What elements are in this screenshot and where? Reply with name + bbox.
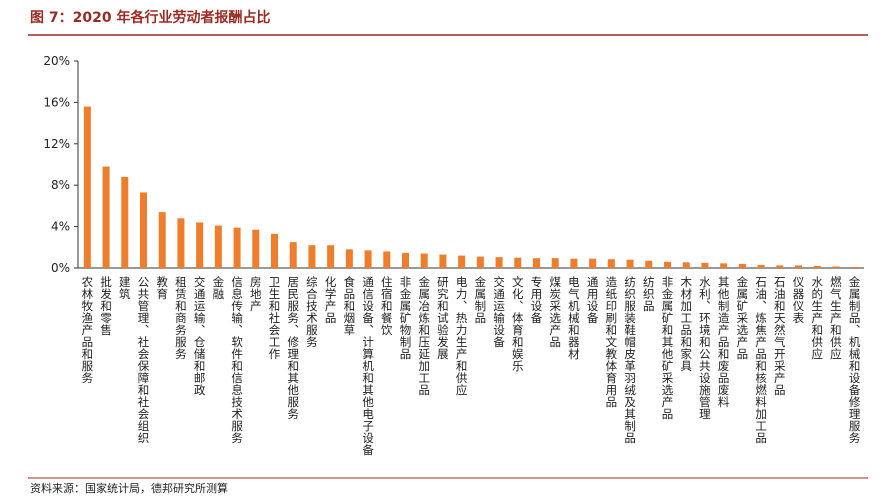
bar <box>383 251 391 268</box>
x-tick-label: 电力、热力生产和供应 <box>455 276 469 396</box>
bar <box>289 242 297 268</box>
x-tick-label: 金属制品 <box>473 275 487 324</box>
x-tick-label: 非金属矿和其他矿采选产品 <box>661 276 675 420</box>
bar <box>121 176 129 268</box>
bar <box>364 250 372 268</box>
bar <box>345 249 353 268</box>
y-tick-label: 8% <box>51 178 70 192</box>
x-tick-label: 造纸印刷和文教体育用品 <box>604 275 618 408</box>
x-tick-label: 金属冶炼和压延加工品 <box>417 275 431 396</box>
bar <box>645 260 653 268</box>
x-tick-label: 卫生和社会工作 <box>268 276 282 360</box>
bar <box>140 192 147 268</box>
bar <box>102 166 110 268</box>
x-tick-label: 电气机械和器材 <box>567 276 581 360</box>
bar <box>514 257 522 268</box>
x-tick-label: 化学产品 <box>324 275 338 324</box>
bar <box>83 106 91 268</box>
x-tick-label: 煤炭采选产品 <box>548 276 562 348</box>
bar <box>252 229 260 268</box>
x-tick-label: 燃气生产和供应 <box>829 275 843 360</box>
bar <box>607 259 615 268</box>
bar <box>402 252 409 268</box>
bar <box>757 264 765 268</box>
bar <box>626 259 634 268</box>
x-tick-label: 金融 <box>211 275 225 300</box>
y-tick-label: 4% <box>51 220 70 234</box>
x-tick-label: 租赁和商务服务 <box>174 276 188 360</box>
x-tick-label: 通用设备 <box>586 276 600 324</box>
x-tick-label: 木材加工品和家具 <box>679 276 693 372</box>
x-tick-label: 居民服务、修理和其他服务 <box>286 276 300 420</box>
y-tick-label: 12% <box>43 137 70 151</box>
x-tick-label: 研究和试验发展 <box>436 276 450 360</box>
x-tick-label: 教育 <box>155 275 169 300</box>
bar <box>682 262 690 268</box>
bar <box>533 258 540 268</box>
bar <box>589 258 597 268</box>
bar <box>476 256 484 268</box>
x-tick-label: 专用设备 <box>530 275 544 324</box>
x-tick-label: 交通运输设备 <box>492 275 506 348</box>
bar <box>776 265 784 268</box>
x-tick-label: 农林牧渔产品和服务 <box>80 275 94 384</box>
bar <box>158 212 166 268</box>
x-tick-label: 仪器仪表 <box>792 276 806 324</box>
bar <box>551 258 559 268</box>
bar <box>233 227 241 268</box>
y-tick-label: 20% <box>43 54 70 68</box>
bar <box>420 253 428 268</box>
x-tick-label: 石油、炼焦产品和核燃料加工品 <box>754 276 768 444</box>
y-tick-label: 16% <box>43 95 70 109</box>
x-tick-label: 批发和零售 <box>99 275 113 336</box>
chart-title: 图 7：2020 年各行业劳动者报酬占比 <box>30 9 270 26</box>
bar <box>495 257 503 268</box>
x-tick-label: 交通运输、仓储和邮政 <box>193 275 207 396</box>
bar <box>327 245 335 268</box>
x-tick-label: 纺织服装鞋帽皮革羽绒及其制品 <box>623 275 637 444</box>
bar <box>196 222 204 268</box>
x-tick-label: 其他制造产品和废品废料 <box>717 276 731 408</box>
x-tick-label: 房地产 <box>249 276 263 312</box>
x-tick-label: 文化、体育和娱乐 <box>511 275 525 372</box>
bar <box>813 265 821 268</box>
y-tick-label: 0% <box>51 261 70 275</box>
x-tick-label: 信息传输、软件和信息技术服务 <box>230 276 244 444</box>
x-tick-label: 食品和烟草 <box>342 275 356 336</box>
x-tick-label: 公共管理、社会保障和社会组织 <box>137 276 151 444</box>
x-tick-label: 金属制品、机械和设备修理服务 <box>848 275 862 444</box>
bar <box>795 265 802 268</box>
x-tick-label: 纺织品 <box>642 275 656 312</box>
x-tick-label: 金属矿采选产品 <box>735 275 749 360</box>
bar <box>738 263 746 268</box>
x-tick-label: 建筑 <box>118 275 132 300</box>
bar <box>214 225 222 268</box>
bar <box>271 233 278 268</box>
bar <box>177 218 185 268</box>
bar <box>570 258 578 268</box>
bar <box>701 262 709 268</box>
x-tick-label: 住宿和餐饮 <box>380 275 394 336</box>
bar <box>851 266 859 268</box>
bar <box>308 245 316 268</box>
bar <box>458 255 466 268</box>
x-tick-label: 非金属矿物制品 <box>399 276 413 360</box>
bar <box>664 261 671 268</box>
x-tick-label: 综合技术服务 <box>305 275 319 348</box>
bar <box>832 266 840 268</box>
x-tick-label: 水利、环境和公共设施管理 <box>698 276 712 420</box>
source-note: 资料来源：国家统计局，德邦研究所测算 <box>30 481 228 495</box>
x-tick-label: 水的生产和供应 <box>810 276 824 360</box>
bar <box>720 263 728 268</box>
x-tick-label: 石油和天然气开采产品 <box>773 276 787 396</box>
bar <box>439 254 447 268</box>
x-tick-label: 通信设备、计算机和其他电子设备 <box>361 276 375 456</box>
